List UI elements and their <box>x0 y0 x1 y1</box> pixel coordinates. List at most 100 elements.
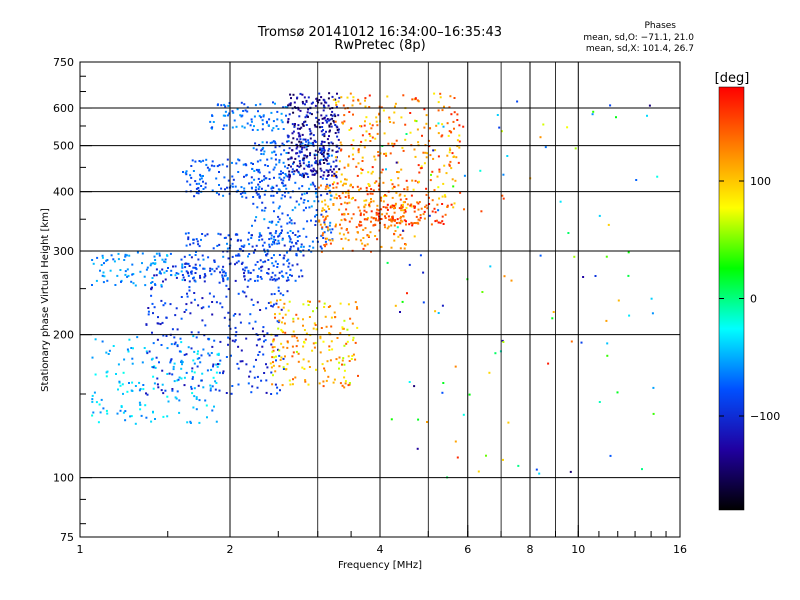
data-point <box>410 205 413 208</box>
data-point <box>254 320 257 323</box>
data-point <box>341 192 344 195</box>
data-point <box>374 158 377 161</box>
data-point <box>324 245 326 248</box>
data-point <box>414 97 417 100</box>
data-point <box>368 106 371 108</box>
data-point <box>320 247 323 250</box>
data-point <box>294 123 296 125</box>
data-point <box>268 220 271 223</box>
data-point <box>313 124 316 127</box>
data-point <box>437 132 440 135</box>
data-point <box>190 165 193 167</box>
data-point <box>397 177 400 180</box>
data-point <box>334 165 337 168</box>
data-point <box>201 319 204 322</box>
data-point <box>263 335 266 338</box>
data-point <box>209 267 212 270</box>
data-point <box>277 327 280 330</box>
data-point <box>291 355 294 358</box>
data-point <box>324 217 327 220</box>
data-point <box>288 235 291 238</box>
data-point <box>396 171 399 173</box>
data-point <box>516 100 519 103</box>
data-point <box>236 254 239 257</box>
data-point <box>224 114 227 117</box>
data-point <box>393 239 396 242</box>
data-point <box>269 141 272 144</box>
data-point <box>286 214 289 217</box>
data-point <box>400 220 403 223</box>
data-point <box>318 300 321 303</box>
data-point <box>357 162 360 165</box>
data-point <box>247 382 250 385</box>
data-point <box>302 303 305 306</box>
data-point <box>314 141 317 143</box>
data-point <box>328 228 331 231</box>
data-point <box>282 357 285 360</box>
data-point <box>234 263 236 266</box>
data-point <box>201 254 204 257</box>
data-point <box>297 360 300 363</box>
data-point <box>190 256 193 259</box>
data-point <box>310 205 313 208</box>
data-point <box>342 122 344 125</box>
data-point <box>190 385 193 388</box>
data-point <box>391 219 394 222</box>
data-point <box>411 179 414 182</box>
data-point <box>175 397 178 400</box>
data-point <box>372 224 375 227</box>
data-point <box>236 233 239 236</box>
data-point <box>216 353 219 356</box>
data-point <box>274 153 277 156</box>
data-point <box>289 248 292 250</box>
data-point <box>91 394 94 397</box>
data-point <box>183 353 186 356</box>
data-point <box>426 421 428 423</box>
data-point <box>370 198 372 200</box>
data-point <box>278 242 281 245</box>
data-point <box>252 147 255 150</box>
data-point <box>188 265 191 267</box>
data-point <box>175 272 178 275</box>
data-point <box>222 279 225 281</box>
data-point <box>428 214 431 217</box>
data-point <box>217 232 220 235</box>
data-point <box>288 240 291 243</box>
data-point <box>219 340 222 343</box>
data-point <box>313 173 316 176</box>
data-point <box>321 147 324 150</box>
chart-title-line1: Tromsø 20141012 16:34:00–16:35:43 <box>257 25 503 40</box>
data-point <box>193 371 196 374</box>
data-point <box>450 167 453 170</box>
data-point <box>134 422 137 425</box>
data-point <box>463 208 465 211</box>
data-point <box>117 258 120 261</box>
data-point <box>320 213 323 216</box>
data-point <box>286 363 289 366</box>
data-point <box>319 175 322 178</box>
data-point <box>276 191 279 194</box>
data-point <box>218 363 221 366</box>
data-point <box>323 149 326 152</box>
data-point <box>459 191 462 194</box>
data-point <box>323 117 325 120</box>
phase-stats-x: mean, sd,X: 101.4, 26.7 <box>585 44 694 54</box>
data-point <box>255 191 258 194</box>
data-point <box>272 186 275 189</box>
data-point <box>341 326 344 329</box>
data-point <box>371 192 374 195</box>
data-point <box>449 160 452 163</box>
data-point <box>276 110 279 113</box>
data-point <box>331 239 334 242</box>
data-point <box>255 358 257 361</box>
data-point <box>211 301 214 303</box>
data-point <box>333 181 336 184</box>
data-point <box>161 268 164 271</box>
data-point <box>258 196 261 198</box>
data-point <box>258 351 261 353</box>
data-point <box>185 173 188 176</box>
data-point <box>255 216 258 219</box>
data-point <box>253 170 256 172</box>
data-point <box>261 123 264 126</box>
chart-title-line2: RwPretec (8p) <box>334 38 426 53</box>
